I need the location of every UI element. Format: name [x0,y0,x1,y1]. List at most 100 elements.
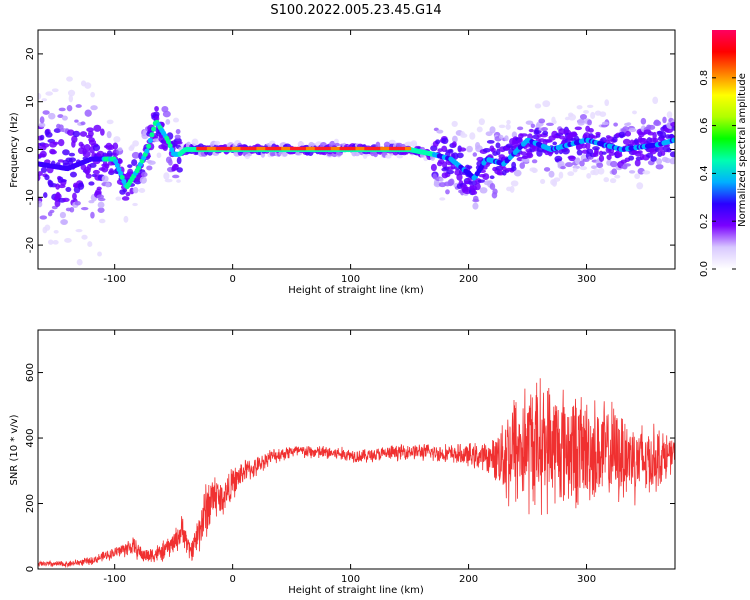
spectrogram-cell [606,154,612,161]
spectrogram-cell [645,152,654,158]
spectrogram-cell [552,141,558,146]
spectrogram-ridge-cell [118,170,124,176]
snr-x-tick-label: 0 [229,574,235,585]
spectrogram-cell [152,138,161,143]
colorbar-gradient [712,30,736,269]
spectrogram-cell [647,131,655,136]
spectrogram-peak-cell [265,146,268,151]
spectrogram-cell [127,164,133,168]
spectrogram-cell [647,124,656,130]
spectrogram-cell [138,187,146,193]
spectrogram-cell [39,215,48,220]
spectrogram-peak-cell [362,146,366,151]
spectrogram-cell [156,152,162,159]
spectrogram-cell [614,174,621,179]
spectrogram-peak-cell [320,146,323,151]
spectrogram-cell [40,166,48,173]
spectrogram-cell [636,182,644,190]
spectrogram-cell [72,130,81,138]
spectrogram-peak-cell [245,146,249,151]
spectrogram-peak-cell [344,146,348,151]
spectrogram-cell [592,146,600,151]
spectrogram-x-tick-label: 0 [229,274,235,285]
spectrogram-cell [486,140,495,144]
spectrogram-peak-cell [261,146,265,151]
spectrogram-cell [491,191,498,199]
spectrogram-peak-cell [369,146,373,151]
spectrogram-cell [168,159,173,166]
spectrogram-marks [38,76,675,266]
spectrogram-cell [669,133,675,139]
spectrogram-cell [622,138,631,145]
spectrogram-cell [626,122,632,126]
spectrogram-peak-cell [288,146,291,151]
spectrogram-cell [576,149,583,156]
spectrogram-x-tick-label: 300 [577,274,596,285]
snr-y-tick-label: 400 [25,428,36,447]
spectrogram-peak-cell [205,146,208,151]
spectrogram-peak-cell [277,146,281,151]
spectrogram-cell [214,140,221,146]
spectrogram-cell [628,127,637,133]
spectrogram-peak-cell [339,146,343,151]
spectrogram-peak-cell [247,146,251,151]
spectrogram-cell [146,165,153,171]
spectrogram-cell [43,192,48,199]
spectrogram-ridge-cell [671,137,675,143]
spectrogram-peak-cell [224,146,228,151]
spectrogram-cell [525,120,534,125]
spectrogram-cell [53,128,61,134]
spectrogram-cell [441,137,449,145]
colorbar: 0.0 0.2 0.4 0.6 0.8 Normalized spectral ampl… [699,30,748,277]
spectrogram-cell [553,177,561,182]
spectrogram-cell [588,128,594,133]
spectrogram-cell [664,128,673,133]
spectrogram-ridge-cell [167,143,173,149]
spectrogram-cell [482,148,491,153]
spectrogram-peak-cell [233,146,237,151]
spectrogram-cell [96,150,105,158]
spectrogram-cell [69,206,75,213]
spectrogram-cell [574,157,581,165]
spectrogram-cell [97,207,105,213]
spectrogram-cell [611,168,618,175]
spectrogram-cell [654,147,660,153]
spectrogram-peak-cell [327,146,330,151]
spectrogram-peak-cell [231,146,235,151]
spectrogram-cell [74,119,79,123]
snr-y-tick-label: 600 [25,363,36,382]
spectrogram-cell [55,183,60,190]
spectrogram-peak-cell [350,146,353,151]
spectrogram-cell [58,138,65,147]
spectrogram-peak-cell [394,146,398,151]
spectrogram-cell [87,130,94,137]
spectrogram-cell [163,172,170,180]
spectrogram-cell [61,115,68,121]
spectrogram-peak-cell [321,146,325,151]
snr-series-line [38,378,675,568]
spectrogram-cell [583,109,589,114]
spectrogram-x-tick-label: 200 [459,274,478,285]
spectrogram-cell [62,197,70,202]
spectrogram-cell [153,111,160,118]
spectrogram-peak-cell [390,146,394,151]
spectrogram-cell [531,159,538,164]
spectrogram-peak-cell [311,146,314,151]
spectrogram-cell [334,142,340,147]
spectrogram-peak-cell [238,146,242,151]
spectrogram-cell [655,163,664,170]
spectrogram-cell [165,118,171,125]
spectrogram-peak-cell [282,146,286,151]
spectrogram-cell [506,119,511,125]
spectrogram-cell [669,151,675,158]
spectrogram-peak-cell [208,146,212,151]
spectrogram-cell [671,126,675,131]
spectrogram-cell [173,117,180,123]
spectrogram-cell [477,179,486,183]
spectrogram-cell [90,211,95,219]
spectrogram-cell [383,141,391,148]
spectrogram-cell [452,135,458,143]
spectrogram-cell [519,162,526,169]
spectrogram-peak-cell [291,146,295,151]
